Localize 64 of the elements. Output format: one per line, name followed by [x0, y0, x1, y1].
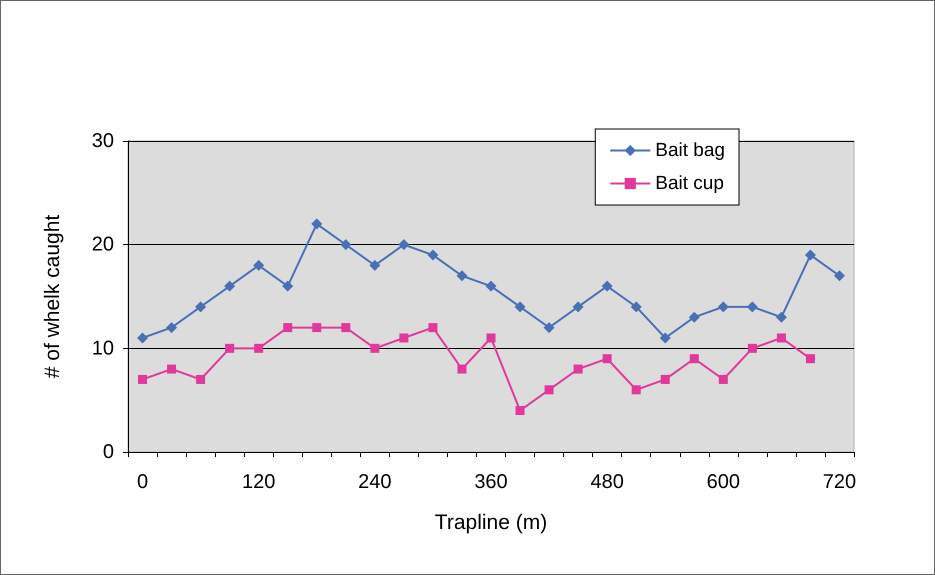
point: [514, 301, 526, 312]
y-axis-title: # of whelk caught: [41, 214, 64, 378]
x-axis-title: Trapline (m): [434, 511, 548, 534]
point: [544, 385, 554, 394]
x-tick-label: 240: [358, 471, 392, 493]
point: [486, 333, 496, 342]
point: [748, 344, 757, 353]
point: [776, 333, 786, 342]
point: [254, 344, 264, 353]
x-tick-label: 360: [474, 471, 508, 493]
point: [370, 344, 380, 353]
point: [340, 239, 352, 250]
y-tick-label: 20: [92, 234, 114, 256]
point: [399, 333, 408, 342]
point: [688, 312, 700, 323]
point: [572, 301, 584, 312]
point: [630, 301, 642, 312]
y-tick-label: 10: [92, 337, 114, 360]
point: [516, 406, 525, 416]
point: [718, 374, 728, 384]
point: [806, 354, 815, 364]
point: [690, 354, 699, 364]
point: [195, 301, 206, 312]
point: [746, 301, 758, 312]
point: [138, 374, 148, 384]
point: [137, 332, 148, 344]
point: [341, 323, 350, 332]
point: [632, 385, 641, 394]
point: [486, 280, 496, 292]
point: [311, 218, 322, 230]
point: [427, 250, 438, 261]
x-tick-label: 600: [706, 471, 740, 493]
point: [428, 323, 438, 332]
point: [660, 374, 670, 384]
point: [602, 280, 613, 292]
y-tick-label: 30: [92, 130, 114, 152]
x-tick-label: 480: [590, 471, 624, 493]
point: [834, 270, 845, 282]
point: [196, 374, 206, 384]
point: [369, 260, 380, 271]
x-tick-label: 0: [136, 471, 148, 493]
x-tick-label: 120: [242, 471, 276, 493]
point: [167, 364, 176, 374]
point: [282, 280, 294, 292]
point: [224, 280, 236, 292]
point: [398, 239, 410, 250]
point: [166, 322, 178, 334]
point: [660, 332, 671, 344]
y-tick-label: 0: [102, 441, 114, 463]
legend-label: Bait bag: [655, 140, 726, 161]
point: [718, 301, 729, 312]
x-tick-label: 720: [822, 471, 856, 493]
point: [574, 364, 583, 374]
point: [544, 322, 555, 334]
point: [602, 354, 612, 364]
point: [253, 260, 264, 271]
point: [457, 364, 466, 374]
point: [804, 250, 816, 261]
point: [225, 344, 234, 353]
point: [776, 312, 787, 323]
point: [456, 270, 468, 282]
point: [283, 323, 292, 332]
legend-label: Bait cup: [655, 173, 724, 194]
point: [312, 323, 322, 332]
